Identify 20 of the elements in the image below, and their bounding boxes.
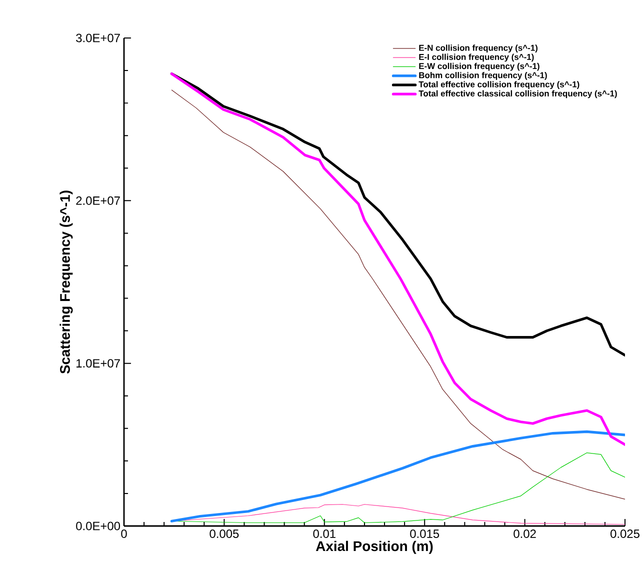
y-tick-label: 2.0E+07 [76,196,120,205]
line-series [170,430,626,522]
y-tick-label: 0.0E+00 [76,522,120,530]
x-tick-label: 0.015 [410,530,440,538]
x-axis-title: Axial Position (m) [316,540,433,554]
legend-label: Total effective collision frequency (s^-1) [418,81,580,90]
x-tick-label: 0.02 [514,530,536,538]
x-tick-label: 0.01 [313,530,336,538]
legend-label: E-N collision frequency (s^-1) [419,44,538,53]
line-series [171,90,626,500]
x-tick-label: 0.005 [210,530,239,538]
y-tick-label: 3.0E+07 [76,34,120,42]
x-tick-label: 0.025 [610,530,640,538]
legend-label: E-I collision frequency (s^-1) [419,54,534,62]
x-tick-label: 0 [121,530,127,538]
y-axis-title: Scattering Frequency (s^-1) [60,190,73,374]
legend-label: E-W collision frequency (s^-1) [419,62,540,71]
legend-label: Total effective classical collision frequency (s^-1) [418,90,617,98]
legend-label: Bohm collision frequency (s^-1) [419,72,547,80]
y-tick-label: 1.0E+07 [76,359,120,368]
